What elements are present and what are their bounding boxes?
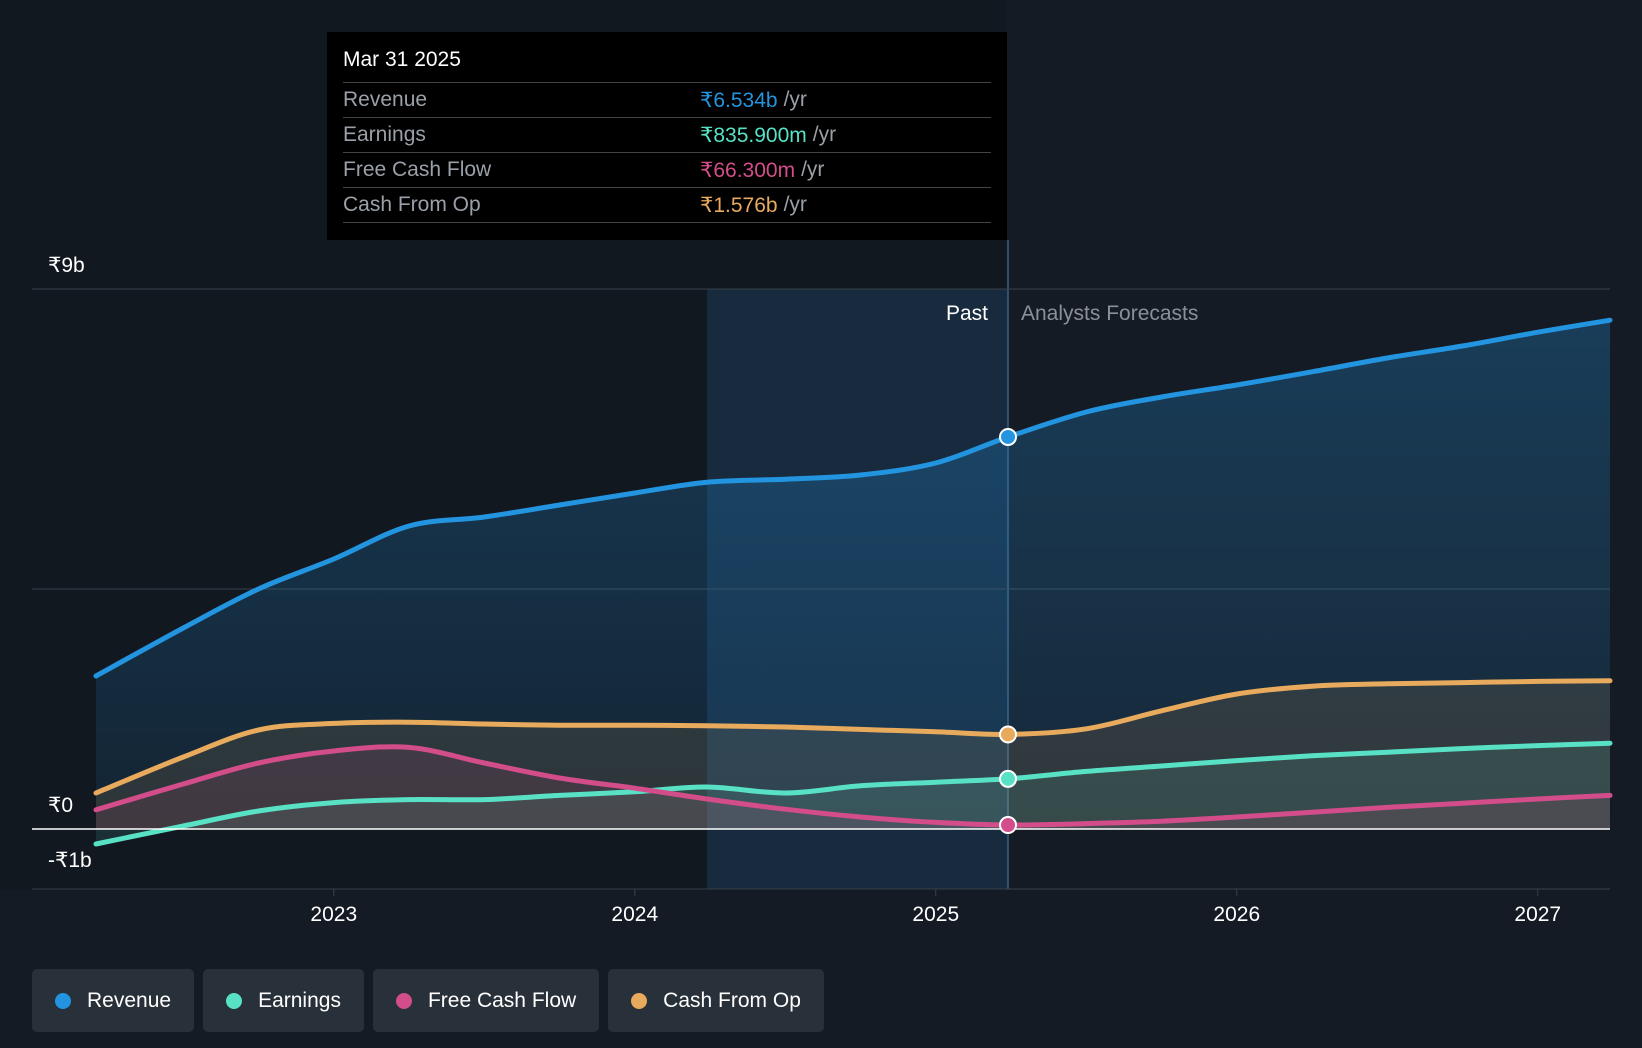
tooltip-value: ₹1.576b [700,193,778,217]
tooltip-row-earnings: Earnings ₹835.900m /yr [343,117,991,152]
legend-item-free-cash-flow[interactable]: Free Cash Flow [372,969,600,1032]
line-free-cash-flow [93,744,1613,828]
legend-dot-icon [395,992,412,1009]
line-revenue [93,317,1613,679]
area-free-cash-flow [96,746,1610,829]
tooltip-unit: /yr [812,123,837,146]
tooltip-row-free-cash-flow: Free Cash Flow ₹66.300m /yr [343,152,991,187]
legend-dot-icon [55,992,71,1009]
legend: Revenue Earnings Free Cash Flow Cash Fro… [32,969,824,1032]
tooltip-unit: /yr [783,193,807,216]
legend-item-cash-from-op[interactable]: Cash From Op [608,969,824,1032]
tooltip-value: ₹6.534b [700,88,778,112]
legend-item-revenue[interactable]: Revenue [32,969,195,1032]
tooltip-unit: /yr [783,88,807,111]
area-revenue [96,320,1610,829]
y-tick-label: -₹1b [48,849,92,872]
past-label: Past [946,302,988,325]
legend-label: Free Cash Flow [427,988,577,1012]
x-tick-label: 2027 [1514,903,1561,926]
tooltip-label: Cash From Op [343,193,481,216]
tooltip-value: ₹66.300m [700,158,796,182]
line-earnings [93,740,1613,847]
marker-free-cash-flow[interactable] [999,816,1018,835]
legend-label: Cash From Op [663,988,801,1012]
y-tick-label: ₹9b [48,254,85,277]
x-tick-label: 2023 [310,903,357,926]
tooltip-row-cash-from-op: Cash From Op ₹1.576b /yr [343,187,991,223]
tooltip-row-revenue: Revenue ₹6.534b /yr [343,82,991,117]
legend-label: Revenue [87,988,172,1012]
area-cash-from-op [96,680,1610,829]
tooltip-value: ₹835.900m [700,123,807,147]
tooltip-label: Free Cash Flow [343,158,492,181]
marker-revenue[interactable] [999,427,1018,446]
tooltip: Mar 31 2025 Revenue ₹6.534b /yr Earnings… [327,32,1007,240]
tooltip-label: Revenue [343,88,428,111]
forecast-label: Analysts Forecasts [1021,302,1198,325]
tooltip-label: Earnings [343,123,426,146]
marker-cash-from-op[interactable] [999,725,1018,744]
x-tick-label: 2026 [1213,903,1260,926]
legend-dot-icon [631,992,648,1009]
legend-dot-icon [226,992,243,1009]
marker-earnings[interactable] [999,769,1018,788]
tooltip-unit: /yr [801,158,825,181]
tooltip-date: Mar 31 2025 [343,48,461,71]
x-tick-label: 2024 [611,903,658,926]
legend-label: Earnings [258,988,341,1012]
line-cash-from-op [93,678,1613,796]
y-tick-label: ₹0 [48,794,73,817]
legend-item-earnings[interactable]: Earnings [203,969,364,1032]
x-tick-label: 2025 [912,903,959,926]
